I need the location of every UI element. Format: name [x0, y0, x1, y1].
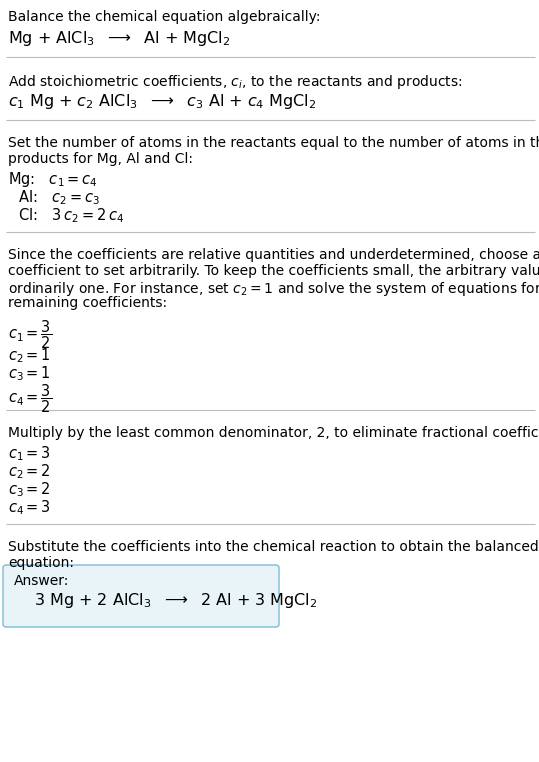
Text: remaining coefficients:: remaining coefficients: [8, 296, 167, 310]
Text: Al: $\ \ c_2 = c_3$: Al: $\ \ c_2 = c_3$ [14, 188, 100, 207]
FancyBboxPatch shape [3, 565, 279, 627]
Text: $c_1 = 3$: $c_1 = 3$ [8, 444, 51, 463]
Text: $c_2 = 2$: $c_2 = 2$ [8, 462, 51, 481]
Text: 3 Mg + 2 AlCl$_3$  $\longrightarrow$  2 Al + 3 MgCl$_2$: 3 Mg + 2 AlCl$_3$ $\longrightarrow$ 2 Al… [34, 591, 317, 610]
Text: $c_4 = \dfrac{3}{2}$: $c_4 = \dfrac{3}{2}$ [8, 382, 52, 415]
Text: $c_1$ Mg + $c_2$ AlCl$_3$  $\longrightarrow$  $c_3$ Al + $c_4$ MgCl$_2$: $c_1$ Mg + $c_2$ AlCl$_3$ $\longrightarr… [8, 92, 316, 111]
Text: coefficient to set arbitrarily. To keep the coefficients small, the arbitrary va: coefficient to set arbitrarily. To keep … [8, 264, 539, 278]
Text: Multiply by the least common denominator, 2, to eliminate fractional coefficient: Multiply by the least common denominator… [8, 426, 539, 440]
Text: Since the coefficients are relative quantities and underdetermined, choose a: Since the coefficients are relative quan… [8, 248, 539, 262]
Text: products for Mg, Al and Cl:: products for Mg, Al and Cl: [8, 152, 193, 166]
Text: Substitute the coefficients into the chemical reaction to obtain the balanced: Substitute the coefficients into the che… [8, 540, 539, 554]
Text: $c_1 = \dfrac{3}{2}$: $c_1 = \dfrac{3}{2}$ [8, 318, 52, 351]
Text: $c_3 = 1$: $c_3 = 1$ [8, 364, 51, 383]
Text: $c_2 = 1$: $c_2 = 1$ [8, 346, 51, 365]
Text: ordinarily one. For instance, set $c_2 = 1$ and solve the system of equations fo: ordinarily one. For instance, set $c_2 =… [8, 280, 539, 298]
Text: Balance the chemical equation algebraically:: Balance the chemical equation algebraica… [8, 10, 321, 24]
Text: $c_3 = 2$: $c_3 = 2$ [8, 480, 51, 498]
Text: Mg: $\ \ c_1 = c_4$: Mg: $\ \ c_1 = c_4$ [8, 170, 98, 189]
Text: $c_4 = 3$: $c_4 = 3$ [8, 498, 51, 517]
Text: Mg + AlCl$_3$  $\longrightarrow$  Al + MgCl$_2$: Mg + AlCl$_3$ $\longrightarrow$ Al + MgC… [8, 29, 231, 48]
Text: Set the number of atoms in the reactants equal to the number of atoms in the: Set the number of atoms in the reactants… [8, 136, 539, 150]
Text: Answer:: Answer: [14, 574, 70, 588]
Text: Cl: $\ \ 3\,c_2 = 2\,c_4$: Cl: $\ \ 3\,c_2 = 2\,c_4$ [14, 206, 125, 225]
Text: equation:: equation: [8, 556, 74, 570]
Text: Add stoichiometric coefficients, $c_i$, to the reactants and products:: Add stoichiometric coefficients, $c_i$, … [8, 73, 462, 91]
